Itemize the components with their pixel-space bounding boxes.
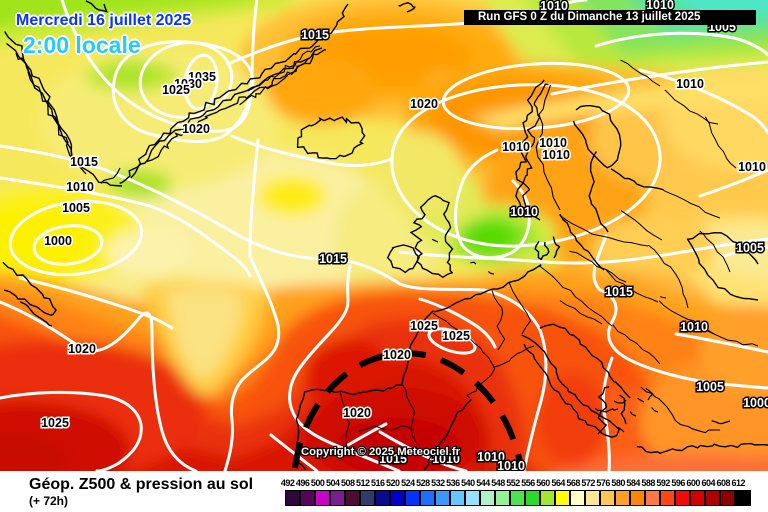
svg-text:1010: 1010 bbox=[539, 136, 567, 150]
svg-text:1020: 1020 bbox=[383, 348, 411, 362]
svg-text:1010: 1010 bbox=[66, 180, 94, 194]
svg-text:1010: 1010 bbox=[432, 452, 460, 466]
svg-text:1015: 1015 bbox=[379, 452, 407, 466]
svg-text:1025: 1025 bbox=[41, 416, 69, 430]
svg-text:1010: 1010 bbox=[510, 205, 538, 219]
svg-text:1015: 1015 bbox=[319, 252, 347, 266]
svg-text:1005: 1005 bbox=[736, 241, 764, 255]
svg-text:1010: 1010 bbox=[738, 160, 766, 174]
svg-text:Copyright © 2025 Meteociel.fr: Copyright © 2025 Meteociel.fr bbox=[301, 446, 461, 458]
svg-text:1020: 1020 bbox=[68, 342, 96, 356]
svg-text:1025: 1025 bbox=[162, 83, 190, 97]
svg-text:1000: 1000 bbox=[743, 396, 768, 410]
svg-text:1005: 1005 bbox=[62, 201, 90, 215]
svg-text:1010: 1010 bbox=[477, 450, 505, 464]
svg-text:1020: 1020 bbox=[410, 97, 438, 111]
svg-text:1010: 1010 bbox=[502, 140, 530, 154]
svg-text:1025: 1025 bbox=[410, 319, 438, 333]
svg-text:1035: 1035 bbox=[188, 70, 216, 84]
svg-text:1030: 1030 bbox=[174, 77, 202, 91]
svg-text:1010: 1010 bbox=[497, 459, 525, 473]
svg-text:1020: 1020 bbox=[343, 406, 371, 420]
svg-text:1010: 1010 bbox=[676, 77, 704, 91]
svg-text:1025: 1025 bbox=[442, 329, 470, 343]
svg-text:1015: 1015 bbox=[301, 28, 329, 42]
svg-text:1010: 1010 bbox=[542, 148, 570, 162]
svg-text:1015: 1015 bbox=[605, 285, 633, 299]
svg-text:1015: 1015 bbox=[70, 155, 98, 169]
svg-text:1020: 1020 bbox=[182, 122, 210, 136]
svg-text:1005: 1005 bbox=[696, 380, 724, 394]
svg-text:1010: 1010 bbox=[680, 320, 708, 334]
svg-text:1000: 1000 bbox=[44, 234, 72, 248]
